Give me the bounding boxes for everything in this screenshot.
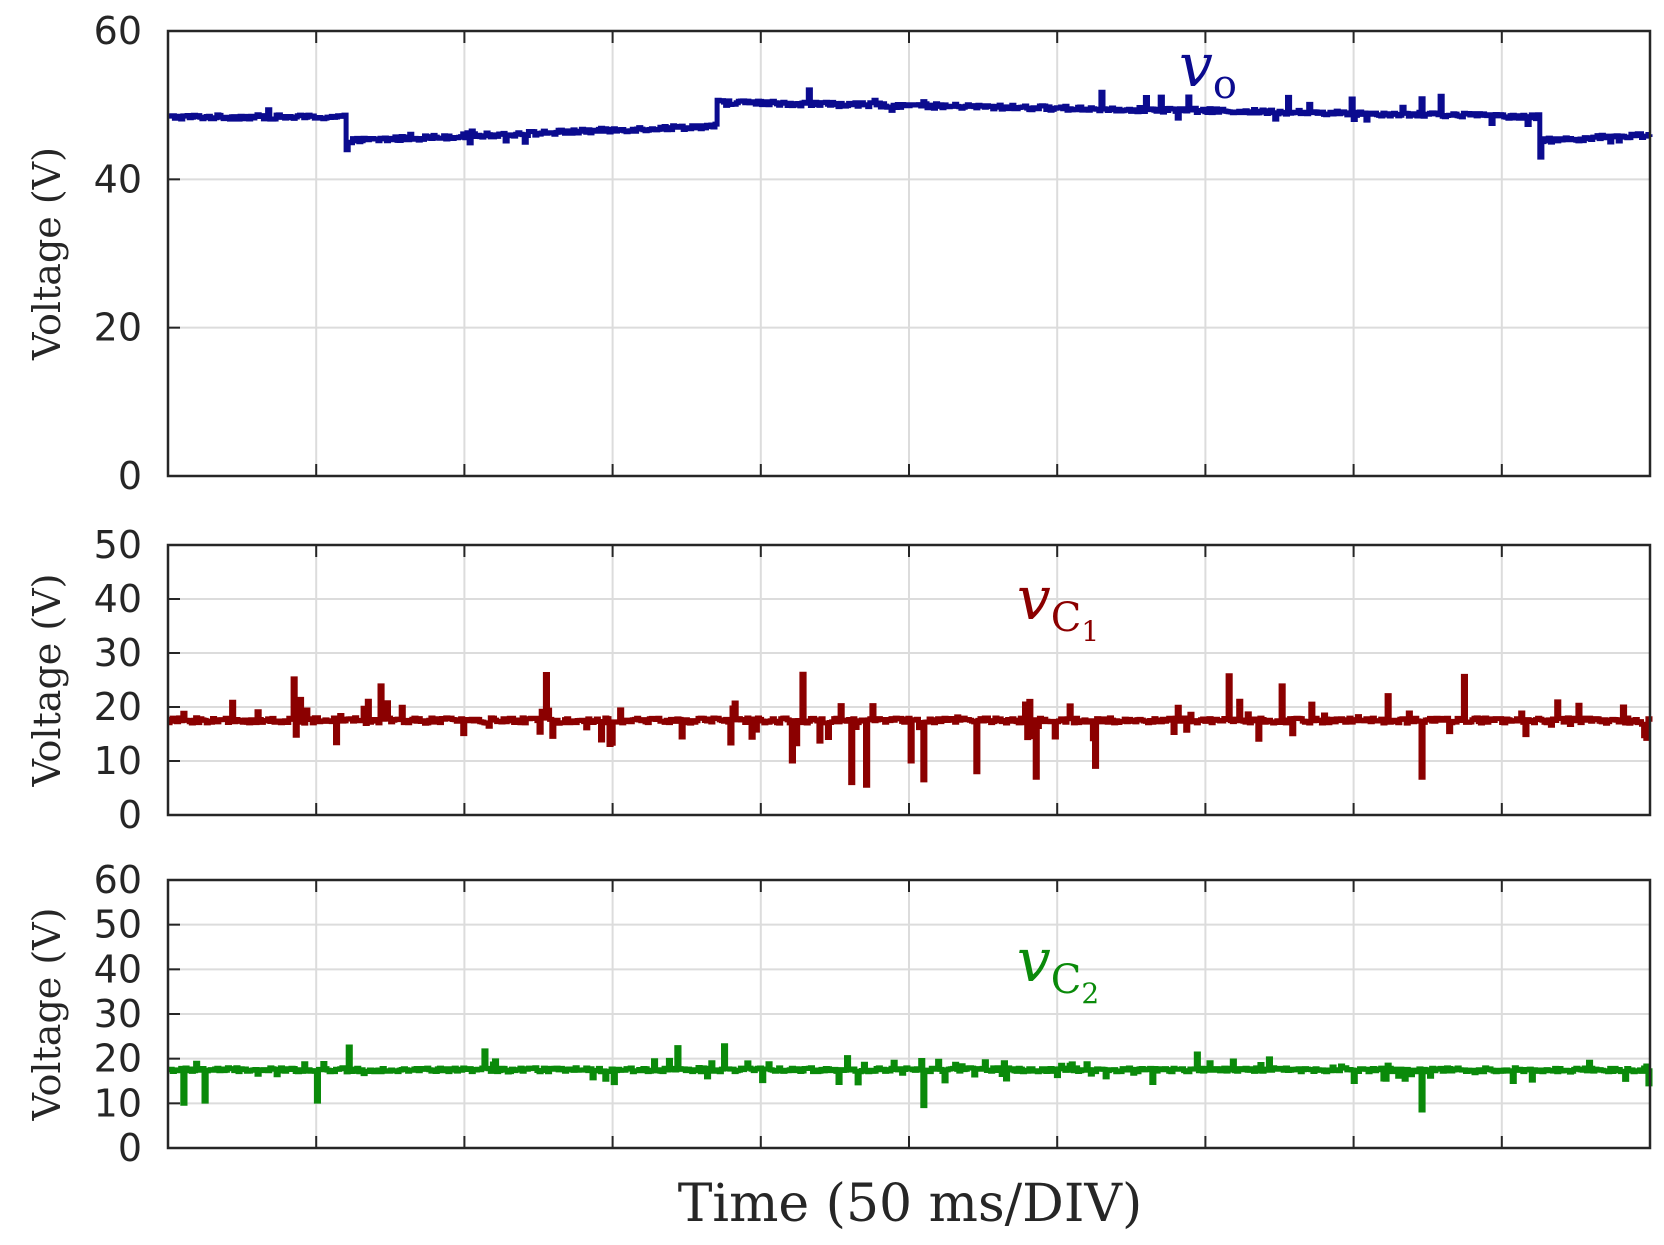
xticks-vo bbox=[315, 31, 1503, 476]
x-axis-label: Time (50 ms/DIV) bbox=[678, 1174, 1143, 1234]
series-label-vc2: vC2 bbox=[1017, 926, 1099, 1010]
trace-vc2 bbox=[167, 1043, 1653, 1113]
xticks-vc1 bbox=[315, 545, 1503, 815]
y-tick-label: 60 bbox=[94, 9, 142, 53]
y-tick-label: 40 bbox=[94, 577, 142, 621]
y-tick-label: 60 bbox=[94, 858, 142, 902]
yticks-vc1: 0 10 20 30 40 50 bbox=[94, 523, 180, 837]
panel-vo: 0 20 40 60 Voltage (V) vo bbox=[25, 9, 1653, 498]
series-label-vo: vo bbox=[1179, 31, 1237, 108]
series-line-vc2 bbox=[167, 1043, 1653, 1113]
y-tick-label: 20 bbox=[94, 306, 142, 350]
y-tick-label: 20 bbox=[94, 1037, 142, 1081]
series-line-vc1 bbox=[167, 671, 1653, 788]
y-tick-label: 30 bbox=[94, 631, 142, 675]
y-tick-label: 50 bbox=[94, 903, 142, 947]
y-tick-label: 10 bbox=[94, 1081, 142, 1125]
ylabel-vc2: Voltage (V) bbox=[25, 908, 69, 1122]
yticks-vo: 0 20 40 60 bbox=[94, 9, 180, 498]
y-tick-label: 0 bbox=[118, 793, 142, 837]
grid-vc1 bbox=[168, 545, 1650, 815]
y-tick-label: 0 bbox=[118, 454, 142, 498]
xticks-vc2 bbox=[315, 880, 1503, 1148]
y-tick-label: 50 bbox=[94, 523, 142, 567]
y-tick-label: 10 bbox=[94, 739, 142, 783]
y-tick-label: 30 bbox=[94, 992, 142, 1036]
series-label-vc1: vC1 bbox=[1017, 564, 1099, 648]
grid-vc2 bbox=[168, 880, 1650, 1148]
trace-vc1 bbox=[167, 671, 1653, 788]
y-tick-label: 40 bbox=[94, 947, 142, 991]
ylabel-vc1: Voltage (V) bbox=[25, 574, 69, 788]
ylabel-vo: Voltage (V) bbox=[25, 147, 69, 361]
y-tick-label: 40 bbox=[94, 157, 142, 201]
series-line-vo bbox=[167, 87, 1653, 160]
y-tick-label: 0 bbox=[118, 1126, 142, 1170]
panel-vc1: 0 10 20 30 40 50 Voltage (V) vC1 bbox=[25, 523, 1653, 837]
trace-vo bbox=[167, 87, 1653, 160]
y-tick-label: 20 bbox=[94, 685, 142, 729]
grid-vo bbox=[168, 31, 1650, 476]
